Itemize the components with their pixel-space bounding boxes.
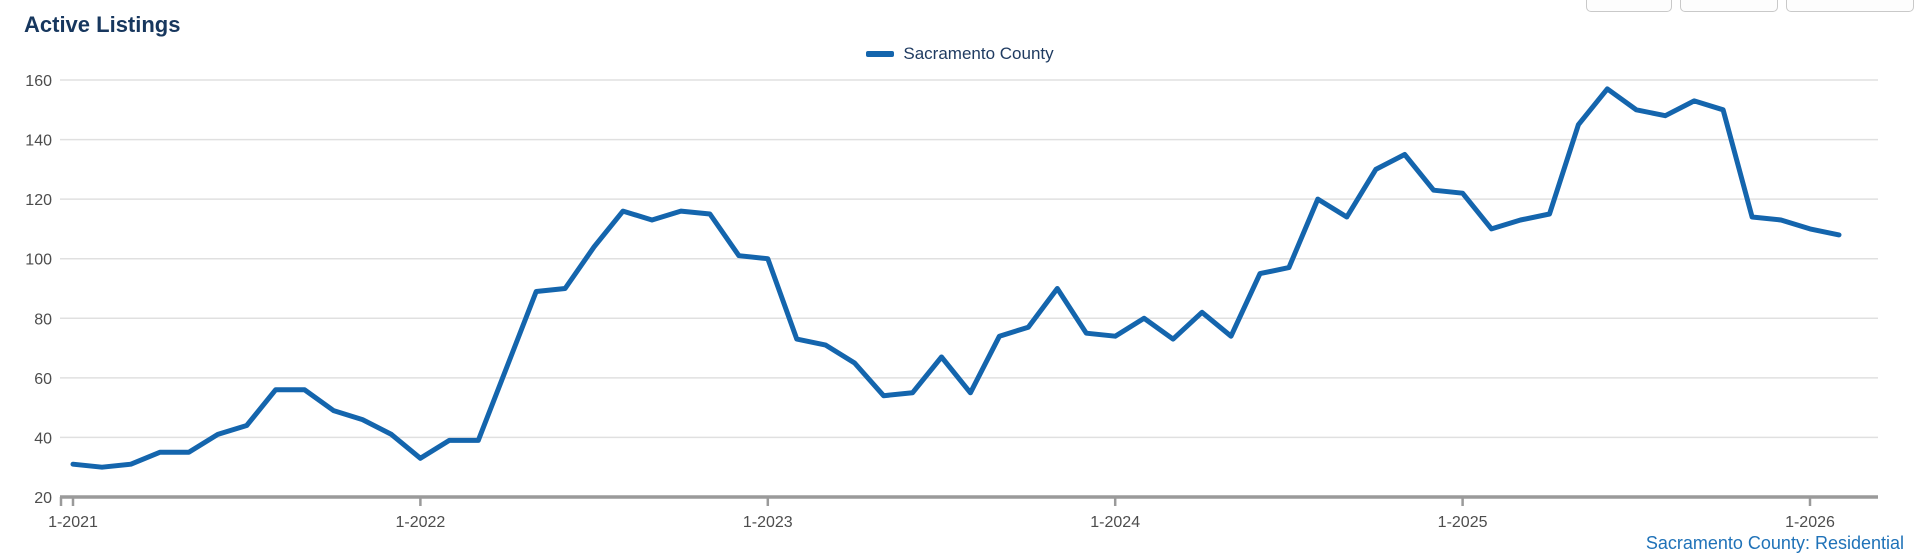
toolbar [1586, 0, 1914, 12]
x-tick-label: 1-2025 [1438, 514, 1488, 531]
y-tick-label: 100 [25, 252, 52, 269]
toolbar-button-3[interactable] [1786, 0, 1914, 12]
y-tick-label: 20 [34, 490, 52, 507]
legend-line-swatch [866, 51, 895, 57]
toolbar-button-1[interactable] [1586, 0, 1672, 12]
page-title: Active Listings [24, 12, 181, 37]
chart-legend[interactable]: Sacramento County [0, 44, 1920, 64]
y-tick-label: 140 [25, 133, 52, 150]
x-tick-label: 1-2026 [1785, 514, 1835, 531]
series-line-sacramento-county[interactable] [70, 86, 1842, 470]
y-tick-label: 120 [25, 192, 52, 209]
x-tick-label: 1-2022 [395, 514, 445, 531]
x-tick-label: 1-2021 [48, 514, 98, 531]
x-tick-label: 1-2023 [743, 514, 793, 531]
legend-label: Sacramento County [903, 44, 1054, 63]
footer-series-link[interactable]: Sacramento County: Residential [1645, 533, 1904, 553]
y-tick-label: 80 [34, 311, 52, 328]
y-tick-label: 60 [34, 371, 52, 388]
y-tick-label: 160 [25, 73, 52, 90]
y-tick-label: 40 [34, 430, 52, 447]
x-tick-label: 1-2024 [1090, 514, 1140, 531]
toolbar-button-2[interactable] [1680, 0, 1778, 12]
